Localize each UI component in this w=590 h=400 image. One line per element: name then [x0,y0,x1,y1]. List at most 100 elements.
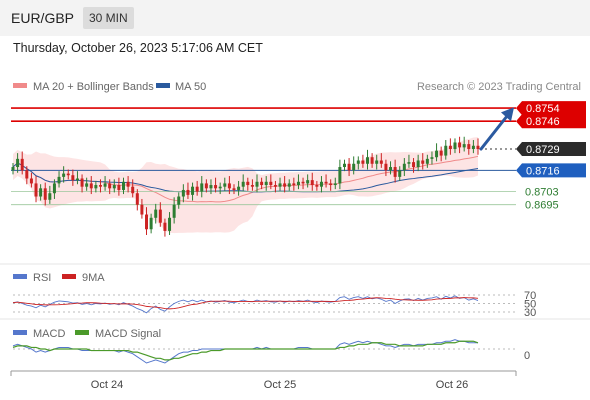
level-value: 0.8703 [525,187,559,199]
candle-body [168,217,172,231]
legend-swatch-macd [13,330,27,335]
legend-rsi-ma: 9MA [82,272,105,284]
candle-body [264,181,268,186]
legend-signal: MACD Signal [95,328,161,340]
candle-body [306,180,310,184]
level-tag-resistance [516,114,586,129]
candle-body [154,209,158,218]
candle-body [287,183,291,187]
candle-body [435,150,439,158]
legend-ma50: MA 50 [175,81,206,93]
rsi-ma-line [12,297,479,310]
candle-body [458,142,462,148]
candle-body [315,185,319,187]
candle-body [273,185,277,187]
candle-body [333,183,337,186]
candle-body [361,160,365,164]
candle-body [48,193,52,200]
legend-macd: MACD [33,328,65,340]
legend-swatch-signal [75,330,89,335]
candle-body [379,160,383,164]
candle-body [121,181,125,190]
candle-body [75,178,79,181]
candle-body [80,178,84,187]
level-tag-current [516,142,586,157]
candle-body [25,170,29,179]
candle-body [283,183,287,187]
watermark-label: Research © 2023 Trading Central [417,81,581,93]
candle-body [20,158,24,171]
candle-body [370,157,374,164]
candle-body [260,181,264,186]
level-value: 0.8729 [526,144,560,156]
level-tag-pivot [516,163,586,178]
candle-body [366,157,370,164]
candle-body [103,183,107,187]
candle-body [347,163,351,171]
rsi-level-label: 30 [524,307,536,319]
candle-body [29,178,33,184]
macd-signal-line [12,340,479,361]
candle-body [407,162,411,164]
legend-swatch-ma20 [13,83,27,88]
timeframe-badge[interactable]: 30 MIN [83,7,134,29]
candle-body [163,222,167,231]
chart-header: EUR/GBP 30 MIN [0,0,590,36]
candle-body [476,145,480,150]
candle-body [250,185,254,187]
legend-swatch-ma50 [156,83,170,88]
candle-body [149,217,153,230]
candle-body [393,167,397,177]
candle-body [467,144,471,150]
candle-body [227,183,231,189]
candle-body [269,181,273,186]
candle-body [218,186,222,189]
candle-body [172,204,176,218]
candle-body [52,183,56,194]
rsi-level-label: 50 [524,299,536,311]
macd-zero-label: 0 [524,350,530,362]
candle-body [471,145,475,150]
candles-group [11,136,480,237]
candle-body [145,214,149,230]
legend-rsi: RSI [33,272,51,284]
candle-body [140,204,144,215]
candle-body [195,186,199,192]
datetime-label: Thursday, October 26, 2023 5:17:06 AM CE… [13,41,263,55]
legend-swatch-rsi [13,274,27,279]
macd-line [12,339,478,364]
candle-body [462,144,466,148]
candle-body [338,167,342,184]
rsi-level-label: 70 [524,290,536,302]
level-tag-resistance [516,101,586,116]
candle-body [43,188,47,200]
candle-body [108,183,112,189]
level-value: 0.8695 [525,200,559,212]
candle-body [356,160,360,164]
candle-body [177,196,181,205]
candle-body [402,163,406,171]
candle-body [444,145,448,156]
x-tick-label: Oct 26 [436,379,468,391]
x-tick-label: Oct 24 [91,379,123,391]
candle-body [85,183,89,187]
candle-body [66,173,70,176]
candle-body [425,158,429,164]
candle-body [398,170,402,177]
candle-body [412,162,416,168]
candle-body [34,183,38,197]
legend-swatch-rsi-ma [62,274,76,279]
level-value: 0.8716 [526,165,560,177]
candle-body [453,142,457,150]
candle-body [375,160,379,164]
symbol-label: EUR/GBP [11,10,75,26]
candle-body [296,181,300,186]
level-value: 0.8754 [526,103,560,115]
candle-body [39,188,43,197]
candle-body [89,183,93,189]
candle-body [329,183,333,186]
candle-body [98,185,102,187]
candle-body [204,183,208,189]
